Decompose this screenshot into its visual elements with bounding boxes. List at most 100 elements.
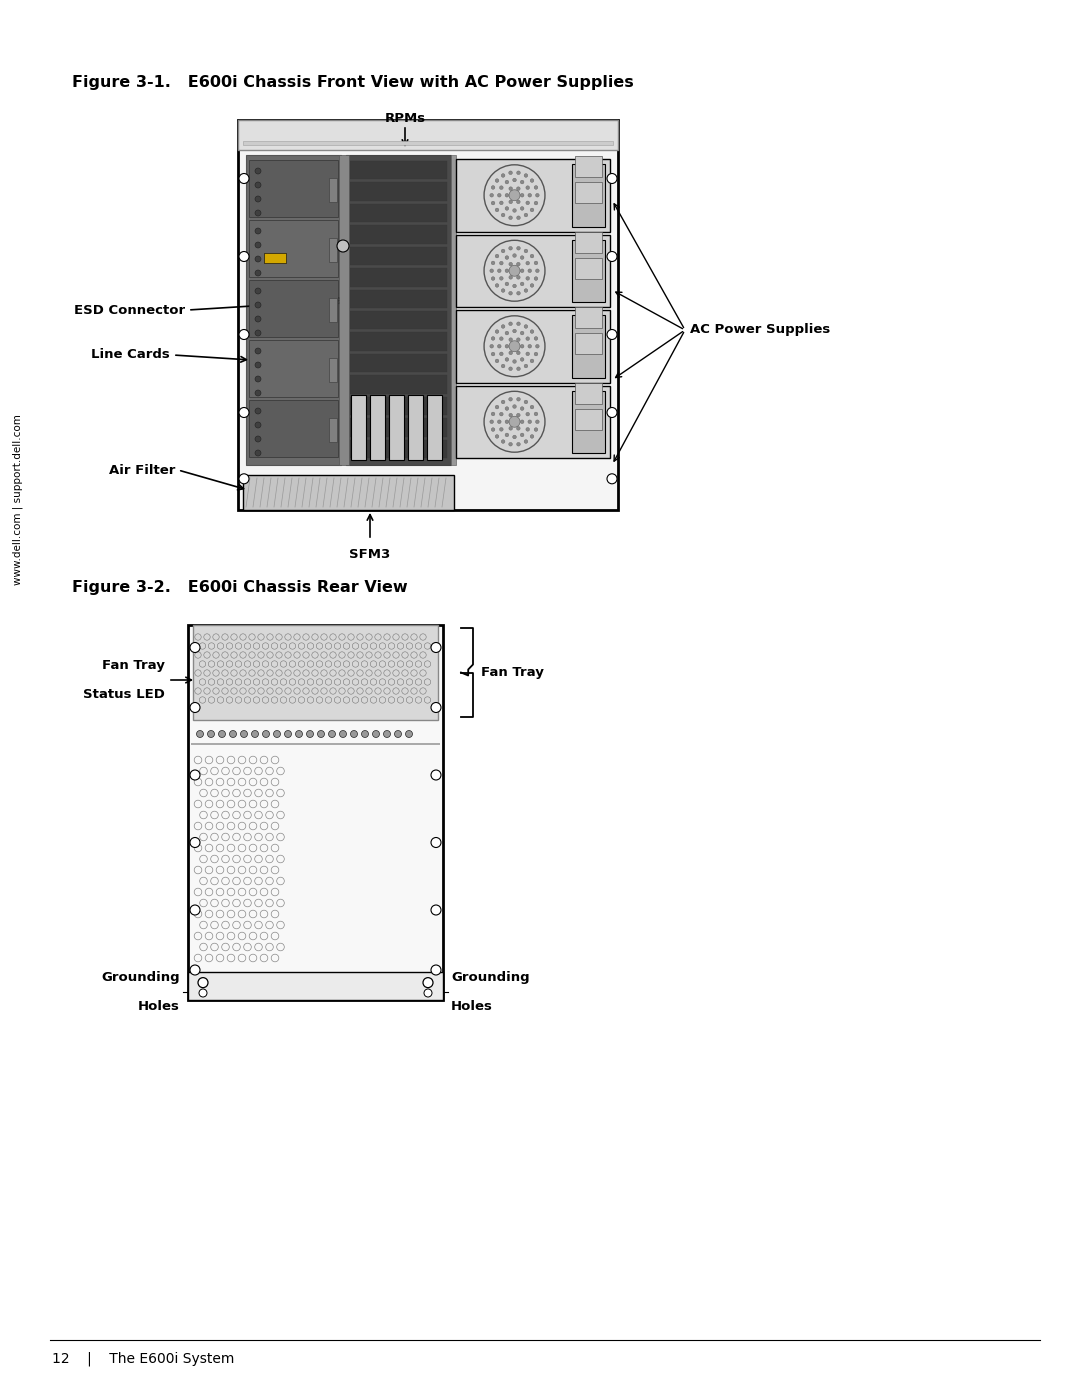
Bar — [350, 376, 447, 394]
Circle shape — [501, 324, 505, 328]
Circle shape — [521, 345, 524, 348]
Bar — [571, 314, 606, 377]
Circle shape — [516, 187, 521, 190]
Circle shape — [516, 351, 521, 355]
Bar — [346, 155, 451, 465]
Circle shape — [524, 249, 528, 253]
Bar — [451, 155, 456, 465]
Circle shape — [500, 337, 503, 341]
Circle shape — [526, 261, 529, 265]
Circle shape — [524, 173, 528, 177]
Circle shape — [431, 770, 441, 780]
Circle shape — [513, 270, 516, 272]
Bar — [249, 279, 338, 337]
Text: RPMs: RPMs — [384, 112, 426, 124]
Bar — [389, 395, 404, 460]
Bar — [575, 182, 603, 203]
Circle shape — [255, 182, 261, 189]
Bar — [350, 312, 447, 330]
Circle shape — [255, 302, 261, 307]
Bar — [456, 386, 610, 458]
Circle shape — [496, 254, 499, 258]
Circle shape — [498, 193, 501, 197]
Circle shape — [199, 989, 207, 997]
Circle shape — [521, 180, 524, 184]
Circle shape — [255, 390, 261, 395]
Bar — [249, 219, 338, 277]
Circle shape — [218, 731, 226, 738]
Text: SFM3: SFM3 — [349, 548, 391, 562]
Circle shape — [516, 426, 521, 430]
Circle shape — [190, 837, 200, 848]
Circle shape — [509, 170, 512, 175]
Bar — [350, 225, 447, 243]
Circle shape — [521, 358, 524, 362]
Circle shape — [516, 414, 521, 416]
Bar — [456, 235, 610, 307]
Circle shape — [535, 337, 538, 341]
Circle shape — [536, 270, 539, 272]
Bar — [575, 156, 603, 177]
Circle shape — [505, 358, 509, 362]
Circle shape — [535, 277, 538, 281]
Bar — [188, 972, 443, 1000]
Circle shape — [509, 416, 519, 427]
Bar — [350, 268, 447, 286]
Bar — [571, 239, 606, 302]
Circle shape — [505, 180, 509, 184]
Bar — [350, 204, 447, 222]
Circle shape — [521, 331, 524, 335]
Circle shape — [516, 217, 521, 219]
Bar — [575, 409, 603, 430]
Circle shape — [190, 905, 200, 915]
Circle shape — [339, 731, 347, 738]
Circle shape — [530, 179, 534, 183]
Circle shape — [505, 331, 509, 335]
Circle shape — [509, 426, 513, 430]
Circle shape — [516, 170, 521, 175]
Circle shape — [190, 965, 200, 975]
Circle shape — [496, 330, 499, 334]
Bar — [571, 163, 606, 226]
Circle shape — [516, 321, 521, 326]
Bar — [238, 120, 618, 510]
Circle shape — [423, 978, 433, 988]
Circle shape — [405, 731, 413, 738]
Circle shape — [526, 412, 529, 416]
Bar — [243, 475, 454, 510]
Bar — [329, 298, 337, 321]
Bar — [339, 155, 349, 465]
Circle shape — [284, 731, 292, 738]
Circle shape — [524, 214, 528, 217]
Circle shape — [513, 284, 516, 288]
Circle shape — [509, 321, 512, 326]
Bar — [243, 141, 613, 145]
Circle shape — [318, 731, 324, 738]
Circle shape — [491, 352, 495, 356]
Circle shape — [526, 427, 529, 432]
Circle shape — [500, 201, 503, 205]
Bar — [370, 395, 384, 460]
Text: Grounding: Grounding — [102, 971, 180, 983]
Circle shape — [535, 201, 538, 205]
Bar — [350, 183, 447, 201]
Circle shape — [530, 359, 534, 363]
Circle shape — [521, 407, 524, 411]
Bar — [191, 743, 440, 745]
Bar — [350, 397, 447, 415]
Circle shape — [383, 731, 391, 738]
Circle shape — [521, 282, 524, 286]
Circle shape — [273, 731, 281, 738]
Text: Air Filter: Air Filter — [109, 464, 175, 476]
Circle shape — [607, 408, 617, 418]
Circle shape — [513, 405, 516, 408]
Circle shape — [516, 397, 521, 401]
Circle shape — [607, 251, 617, 261]
Circle shape — [498, 270, 501, 272]
Bar — [350, 289, 447, 307]
Text: Fan Tray: Fan Tray — [103, 659, 165, 672]
Circle shape — [505, 345, 509, 348]
Circle shape — [362, 731, 368, 738]
Text: www.dell.com | support.dell.com: www.dell.com | support.dell.com — [13, 415, 24, 585]
Circle shape — [190, 703, 200, 712]
